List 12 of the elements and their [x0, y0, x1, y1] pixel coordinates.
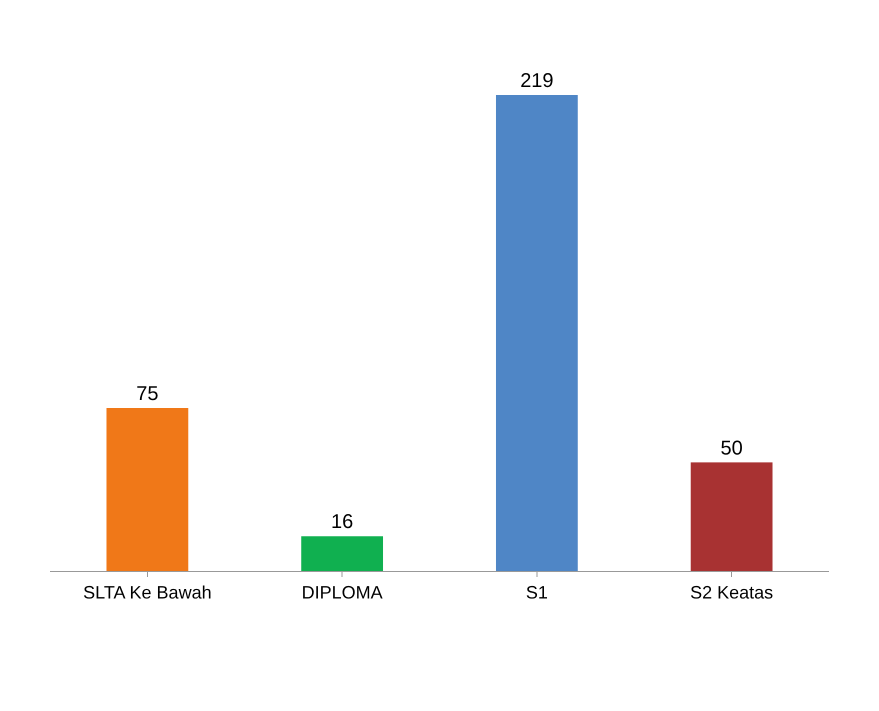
data-label: 16: [331, 511, 354, 534]
bar: [301, 536, 384, 571]
bar: [106, 408, 188, 571]
data-label: 50: [720, 437, 743, 460]
bar: [690, 462, 773, 571]
data-label: 75: [136, 383, 158, 405]
x-tick-label: SLTA Ke Bawah: [83, 582, 212, 603]
x-tick-label: S1: [526, 582, 548, 603]
data-label: 219: [520, 70, 554, 92]
bar: [496, 95, 578, 571]
x-tick-label: DIPLOMA: [302, 582, 383, 603]
x-tick-label: S2 Keatas: [690, 582, 774, 603]
